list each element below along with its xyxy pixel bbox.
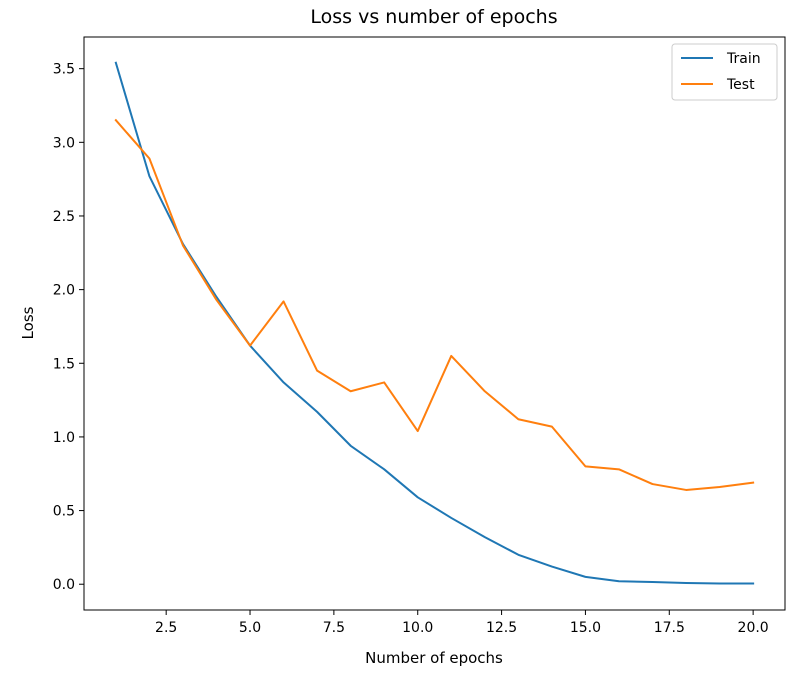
x-axis: 2.5 5.0 7.5 10.0 12.5 15.0 17.5 20.0 xyxy=(155,610,769,636)
data-point-train xyxy=(483,535,487,539)
data-point-test xyxy=(214,298,218,302)
y-tick-label: 2.0 xyxy=(53,283,75,299)
x-tick-label: 10.0 xyxy=(402,620,433,636)
x-axis-label: Number of epochs xyxy=(365,649,503,667)
data-point-test xyxy=(684,488,688,492)
x-tick-label: 5.0 xyxy=(239,620,261,636)
data-point-test xyxy=(248,344,252,348)
data-point-train xyxy=(416,495,420,499)
y-axis: 0.0 0.5 1.0 1.5 2.0 2.5 3.0 3.5 xyxy=(53,62,84,593)
data-point-test xyxy=(583,464,587,468)
data-point-train xyxy=(114,61,118,65)
series-line-test xyxy=(114,118,755,491)
data-point-test xyxy=(282,299,286,303)
y-tick-label: 3.5 xyxy=(53,62,75,78)
data-point-train xyxy=(651,580,655,584)
x-tick-label: 20.0 xyxy=(738,620,769,636)
chart-title: Loss vs number of epochs xyxy=(310,6,557,28)
data-point-train xyxy=(583,575,587,579)
data-point-test xyxy=(516,417,520,421)
series-layer xyxy=(114,61,755,585)
x-tick-label: 12.5 xyxy=(486,620,517,636)
data-point-train xyxy=(550,565,554,569)
x-tick-label: 2.5 xyxy=(155,620,177,636)
y-tick-label: 1.0 xyxy=(53,430,75,446)
data-point-test xyxy=(114,118,118,122)
data-point-train xyxy=(147,174,151,178)
series-line-train xyxy=(114,61,755,585)
data-point-test xyxy=(315,369,319,373)
data-point-test xyxy=(751,481,755,485)
data-point-test xyxy=(349,389,353,393)
data-point-train xyxy=(315,410,319,414)
data-point-test xyxy=(550,425,554,429)
legend-box xyxy=(671,43,778,101)
data-point-train xyxy=(382,467,386,471)
y-tick-label: 1.5 xyxy=(53,356,75,372)
data-point-train xyxy=(751,581,755,585)
data-point-train xyxy=(516,553,520,557)
data-point-test xyxy=(416,429,420,433)
legend-label-test: Test xyxy=(726,77,755,93)
data-point-train xyxy=(449,516,453,520)
x-tick-label: 7.5 xyxy=(323,620,345,636)
data-point-test xyxy=(718,485,722,489)
data-point-train xyxy=(349,444,353,448)
data-point-train xyxy=(684,581,688,585)
y-tick-label: 2.5 xyxy=(53,209,75,225)
data-point-train xyxy=(282,380,286,384)
legend: Train Test xyxy=(671,43,778,101)
plot-frame xyxy=(83,36,786,611)
y-tick-label: 0.5 xyxy=(53,504,75,520)
data-point-test xyxy=(382,380,386,384)
data-point-test xyxy=(147,157,151,161)
data-point-test xyxy=(181,243,185,247)
data-point-test xyxy=(449,354,453,358)
data-point-test xyxy=(617,467,621,471)
data-point-test xyxy=(483,389,487,393)
x-tick-label: 17.5 xyxy=(654,620,685,636)
y-tick-label: 0.0 xyxy=(53,577,75,593)
y-axis-label: Loss xyxy=(19,306,37,339)
data-point-test xyxy=(651,482,655,486)
x-tick-label: 15.0 xyxy=(570,620,601,636)
legend-label-train: Train xyxy=(726,51,761,67)
data-point-train xyxy=(617,579,621,583)
y-tick-label: 3.0 xyxy=(53,135,75,151)
data-point-train xyxy=(718,581,722,585)
